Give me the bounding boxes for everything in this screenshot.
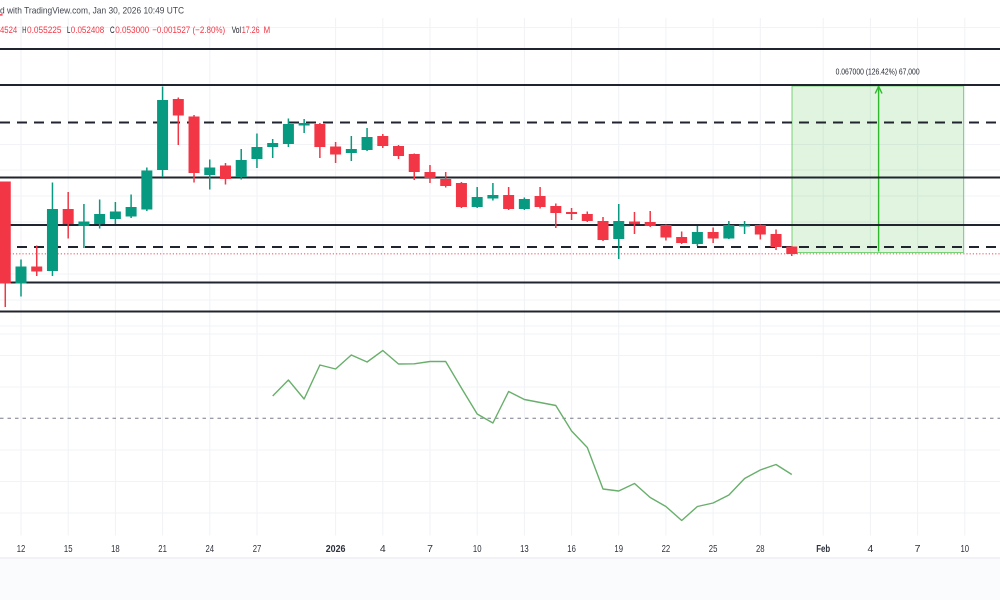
svg-text:28: 28 <box>756 543 765 555</box>
svg-text:d with TradingView.com, Jan 30: d with TradingView.com, Jan 30, 2026 10:… <box>0 5 184 16</box>
svg-text:7: 7 <box>915 543 921 555</box>
svg-text:H: H <box>22 25 26 36</box>
svg-text:4: 4 <box>867 543 873 555</box>
svg-text:19: 19 <box>614 543 623 555</box>
svg-text:10: 10 <box>473 543 482 555</box>
svg-text:21: 21 <box>158 543 167 555</box>
svg-text:Feb: Feb <box>816 543 830 555</box>
svg-text:27: 27 <box>253 543 262 555</box>
svg-text:13: 13 <box>520 543 529 555</box>
svg-text:10: 10 <box>961 543 970 555</box>
svg-text:15: 15 <box>64 543 73 555</box>
svg-text:18: 18 <box>111 543 120 555</box>
svg-text:−0.001527 (−2.80%): −0.001527 (−2.80%) <box>152 25 225 36</box>
svg-text:0.055225: 0.055225 <box>27 25 62 36</box>
svg-text:16: 16 <box>567 543 576 555</box>
svg-text:25: 25 <box>709 543 718 555</box>
svg-text:C: C <box>110 25 115 36</box>
svg-text:12: 12 <box>17 543 26 555</box>
svg-text:0.067000 (126.42%) 67,000: 0.067000 (126.42%) 67,000 <box>836 67 920 77</box>
svg-text:M: M <box>264 25 271 36</box>
svg-text:17.26: 17.26 <box>242 25 260 36</box>
svg-text:2026: 2026 <box>326 543 346 555</box>
svg-text:24: 24 <box>206 543 215 555</box>
svg-text:L: L <box>67 25 70 36</box>
svg-text:4: 4 <box>380 543 386 555</box>
svg-text:0.052408: 0.052408 <box>71 25 104 36</box>
svg-text:7: 7 <box>427 543 433 555</box>
svg-text:Vol: Vol <box>232 25 241 36</box>
svg-text:4524: 4524 <box>0 25 17 36</box>
svg-text:0.053000: 0.053000 <box>115 25 149 36</box>
svg-text:22: 22 <box>662 543 671 555</box>
